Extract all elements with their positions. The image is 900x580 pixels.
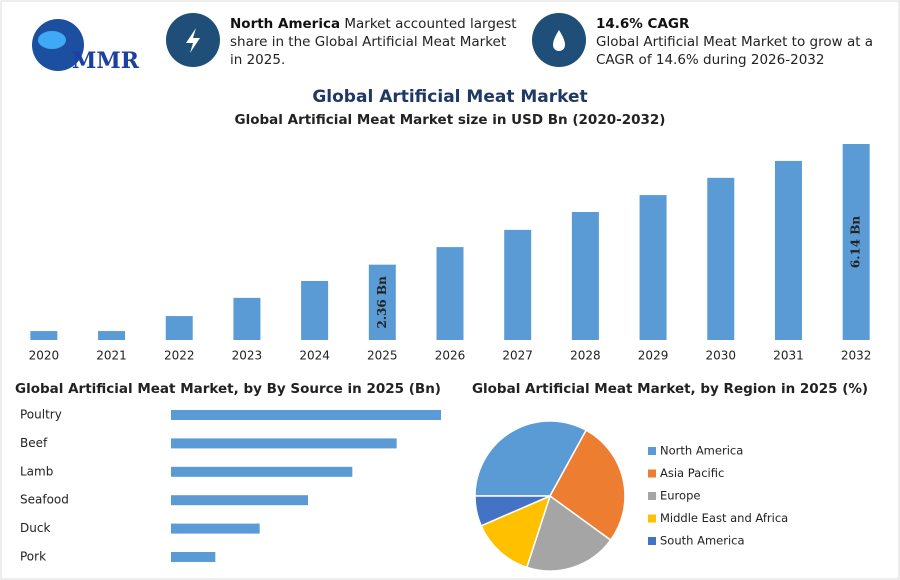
bar [171, 466, 353, 477]
logo-text: MMR [72, 48, 140, 74]
info-text: Market accounted largest share in the Gl… [230, 16, 517, 68]
y-tick-label: Beef [20, 436, 48, 450]
x-tick-label: 2026 [435, 349, 466, 363]
bar [171, 410, 441, 420]
y-tick-label: Seafood [20, 493, 69, 507]
legend-label: Asia Pacific [660, 466, 724, 480]
pie-slice [480, 494, 552, 569]
y-tick-label: Duck [20, 521, 50, 535]
legend-swatch [648, 537, 656, 545]
value-label: 6.14 Bn [849, 216, 863, 269]
x-tick-label: 2032 [841, 349, 872, 363]
chart-title: Global Artificial Meat Market, by Region… [472, 381, 868, 397]
drop-icon [553, 30, 565, 51]
bar [774, 160, 802, 340]
bar [30, 331, 58, 340]
pie-slice [474, 420, 588, 497]
y-tick-label: Poultry [20, 408, 62, 422]
legend-label: Europe [660, 489, 700, 503]
x-tick-label: 2023 [232, 349, 263, 363]
bar [368, 264, 396, 340]
main-title: Global Artificial Meat Market [312, 87, 587, 107]
chart-title: Global Artificial Meat Market, by By Sou… [15, 381, 441, 397]
legend-swatch [648, 514, 656, 523]
x-tick-label: 2020 [29, 349, 60, 363]
value-label: 2.36 Bn [375, 276, 389, 329]
bar [233, 297, 261, 340]
info-box: North America Market accounted largest s… [230, 15, 520, 69]
x-tick-label: 2024 [299, 349, 330, 363]
legend-swatch [648, 492, 656, 500]
legend-label: South America [660, 534, 745, 548]
bar [171, 438, 397, 449]
x-tick-label: 2021 [96, 349, 127, 363]
logo-land [38, 31, 66, 49]
x-tick-label: 2031 [773, 349, 804, 363]
info-box: 14.6% CAGR Global Artificial Meat Market … [596, 15, 886, 69]
y-tick-label: Pork [20, 550, 46, 564]
legend-swatch [648, 447, 656, 455]
bar [436, 247, 464, 340]
x-tick-label: 2022 [164, 349, 195, 363]
bar [504, 229, 532, 340]
bar [707, 177, 735, 340]
y-tick-label: Lamb [20, 464, 53, 478]
bar [571, 211, 599, 340]
info-highlight: 14.6% CAGR [596, 16, 690, 32]
legend-swatch [648, 469, 656, 478]
pie-slice [525, 494, 612, 572]
info-text: Global Artificial Meat Market to grow at… [596, 34, 874, 68]
x-tick-label: 2030 [705, 349, 736, 363]
x-tick-label: 2025 [367, 349, 398, 363]
x-tick-label: 2028 [570, 349, 601, 363]
bar [165, 316, 193, 340]
legend-label: North America [660, 444, 743, 458]
logo: MMR [32, 19, 140, 74]
chart-title: Global Artificial Meat Market size in US… [235, 112, 666, 128]
legend-label: Middle East and Africa [660, 511, 788, 525]
bar [301, 280, 329, 340]
bar [171, 552, 216, 562]
pie-slice [474, 495, 551, 527]
info-highlight: North America [230, 16, 341, 32]
bar [171, 523, 260, 534]
x-tick-label: 2029 [638, 349, 669, 363]
bar [98, 331, 126, 340]
bar [171, 495, 309, 506]
bar [842, 144, 870, 340]
bar [639, 195, 667, 340]
bolt-icon [186, 28, 200, 53]
x-tick-label: 2027 [502, 349, 533, 363]
pie-slice [549, 429, 626, 542]
